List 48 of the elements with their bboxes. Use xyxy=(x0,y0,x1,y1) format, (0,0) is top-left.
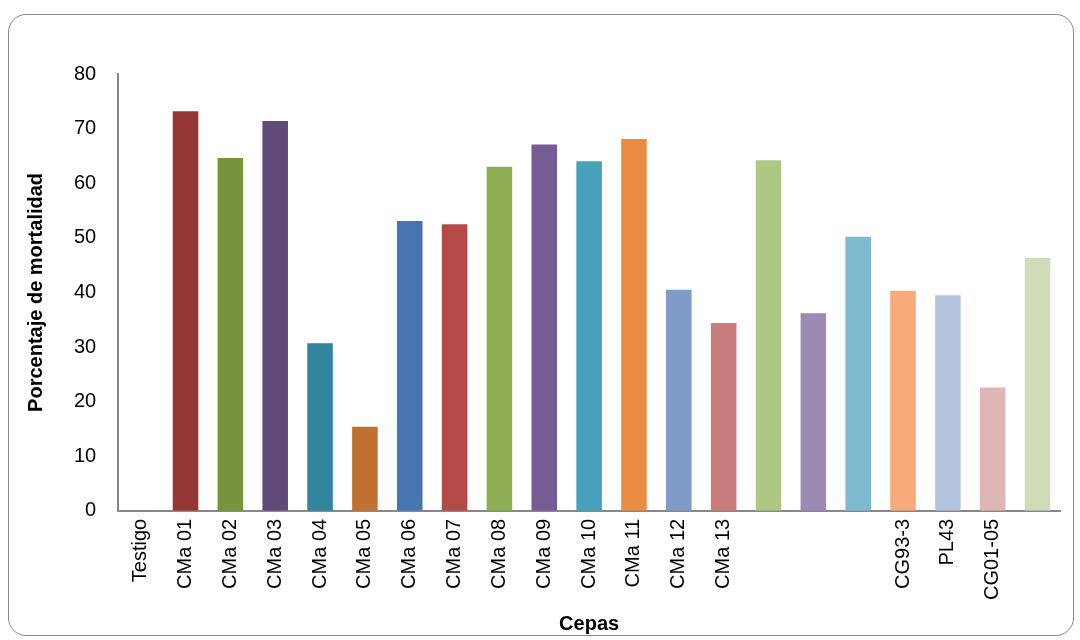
bar xyxy=(755,160,782,511)
x-tick-label: CMa 09 xyxy=(531,518,554,589)
x-tick-label: PL43 xyxy=(935,518,958,566)
x-tick-label: CMa 12 xyxy=(666,518,689,589)
bar xyxy=(666,289,692,511)
bar xyxy=(935,295,961,511)
y-tick-label: 70 xyxy=(74,116,97,139)
x-tick-label: CMa 13 xyxy=(711,518,734,589)
bar xyxy=(890,290,916,511)
bar xyxy=(576,161,602,511)
x-tick-label: CMa 06 xyxy=(397,518,420,589)
x-tick-label: CG93-3 xyxy=(890,518,913,589)
x-tick-label: CMa 05 xyxy=(352,518,375,589)
x-tick-label: CMa 11 xyxy=(621,518,644,588)
x-tick-label: CMa 02 xyxy=(217,518,240,589)
x-tick-label: CMa 08 xyxy=(486,518,509,589)
bar xyxy=(800,313,827,511)
bar xyxy=(307,343,333,511)
y-tick-label: 30 xyxy=(74,334,97,357)
x-axis-title: Cepas xyxy=(559,611,620,634)
y-tick-label: 20 xyxy=(74,389,97,412)
bar xyxy=(172,111,199,511)
x-tick-label: Testigo xyxy=(128,518,151,583)
bar xyxy=(621,138,647,511)
bar xyxy=(262,120,288,511)
bar xyxy=(1024,258,1051,511)
bar xyxy=(217,158,244,511)
y-tick-label: 80 xyxy=(74,61,97,84)
bar xyxy=(441,224,468,511)
bar xyxy=(486,166,513,511)
y-tick-label: 10 xyxy=(74,443,97,466)
x-tick-label: CMa 04 xyxy=(307,518,330,589)
bar xyxy=(979,387,1006,511)
bar xyxy=(845,236,871,511)
bar xyxy=(531,144,558,511)
y-tick-label: 50 xyxy=(74,225,97,248)
x-tick-label: CG01-05 xyxy=(980,518,1003,600)
bar xyxy=(352,426,378,511)
x-tick-label: CMa 01 xyxy=(173,518,196,589)
x-tick-label: CMa 03 xyxy=(262,518,285,589)
y-tick-label: 60 xyxy=(74,170,97,193)
bar xyxy=(396,220,423,511)
bar xyxy=(710,323,737,511)
x-tick-label: CMa 10 xyxy=(576,518,599,589)
y-tick-label: 0 xyxy=(85,498,97,521)
y-tick-label: 40 xyxy=(74,279,97,302)
y-axis-title: Porcentaje de mortalidad xyxy=(23,172,46,412)
x-tick-label: CMa 07 xyxy=(442,518,465,589)
